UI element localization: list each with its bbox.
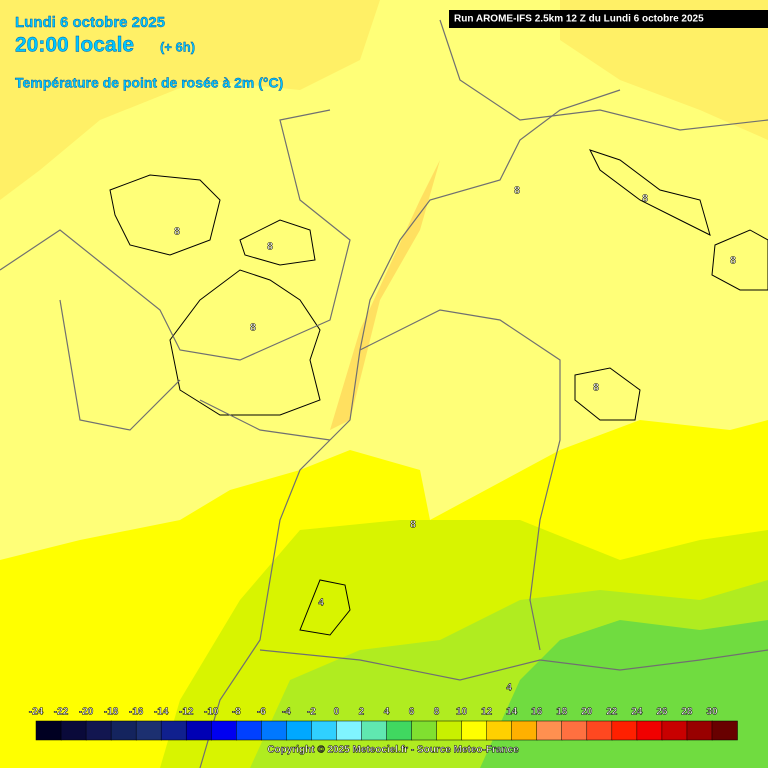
legend-swatch xyxy=(711,720,738,741)
legend-swatch xyxy=(160,720,187,741)
legend-tick-label: 2 xyxy=(359,707,365,718)
legend-tick-label: 22 xyxy=(606,707,618,718)
run-info: Run AROME-IFS 2.5km 12 Z du Lundi 6 octo… xyxy=(454,14,704,25)
country-border xyxy=(199,439,331,769)
contour-label: 8 xyxy=(174,227,180,238)
legend-swatch xyxy=(135,720,162,741)
field-area xyxy=(574,367,641,421)
legend-tick-label: 16 xyxy=(531,707,543,718)
legend-swatch xyxy=(35,720,62,741)
legend-tick-label: -20 xyxy=(79,707,94,718)
legend-swatch xyxy=(611,720,638,741)
legend-swatch xyxy=(436,720,463,741)
legend-tick-label: 6 xyxy=(409,707,415,718)
legend-tick-label: 20 xyxy=(581,707,593,718)
run-banner xyxy=(449,10,768,28)
legend-tick-label: 30 xyxy=(706,707,718,718)
legend-tick-label: -8 xyxy=(232,707,241,718)
contour-label: 4 xyxy=(318,598,324,609)
region-border xyxy=(59,299,181,431)
legend-swatch xyxy=(311,720,338,741)
legend-tick-label: 12 xyxy=(481,707,493,718)
legend-swatch xyxy=(661,720,688,741)
legend-tick-label: -2 xyxy=(307,707,316,718)
legend-tick-label: -16 xyxy=(129,707,144,718)
contour-label: 8 xyxy=(593,383,599,394)
legend-tick-label: -18 xyxy=(104,707,119,718)
contour-labels: 8 8 8 8 8 8 8 8 4 4 xyxy=(174,185,737,694)
legend-tick-label: 10 xyxy=(456,707,468,718)
forecast-step: (+ 6h) xyxy=(160,39,195,54)
contour-label: 8 xyxy=(730,256,736,267)
field-area xyxy=(560,0,768,140)
date-title: Lundi 6 octobre 2025 xyxy=(15,14,165,31)
field-area xyxy=(711,229,768,291)
legend-swatch xyxy=(511,720,538,741)
legend-tick-label: 4 xyxy=(384,707,390,718)
legend-swatch xyxy=(586,720,613,741)
contour-label: 8 xyxy=(410,520,416,531)
legend-tick-label: 24 xyxy=(631,707,643,718)
legend-tick-label: -4 xyxy=(282,707,291,718)
country-border xyxy=(359,309,561,651)
legend-swatch xyxy=(361,720,388,741)
legend-swatch xyxy=(261,720,288,741)
legend-swatch xyxy=(110,720,137,741)
field-area xyxy=(299,579,351,636)
field-area xyxy=(239,219,316,266)
legend-tick-label: 14 xyxy=(506,707,518,718)
legend-swatch xyxy=(236,720,263,741)
time-title: 20:00 locale xyxy=(15,34,134,57)
country-border xyxy=(199,399,331,441)
legend-swatch xyxy=(461,720,488,741)
legend-swatch xyxy=(336,720,363,741)
legend-swatch xyxy=(386,720,413,741)
field-area xyxy=(330,160,440,430)
legend-swatch xyxy=(185,720,212,741)
legend-swatch xyxy=(60,720,87,741)
legend-tick-label: 0 xyxy=(334,707,340,718)
copyright: Copyright © 2025 Meteociel.fr - Source M… xyxy=(267,745,519,756)
field-area xyxy=(109,174,221,256)
legend-tick-label: 18 xyxy=(556,707,568,718)
country-border xyxy=(329,89,621,441)
legend-swatch xyxy=(286,720,313,741)
legend-swatch xyxy=(561,720,588,741)
color-legend: -24 -22 -20 -18 -16 -14 -12 -10 -8 -6 -4 -2 0 2 4 6 8 10 1… xyxy=(29,706,738,741)
country-border xyxy=(259,649,768,681)
contour-label: 4 xyxy=(506,683,512,694)
field-area xyxy=(589,149,711,236)
contour-label: 8 xyxy=(250,323,256,334)
legend-swatch xyxy=(85,720,112,741)
legend-tick-label: -10 xyxy=(204,707,219,718)
legend-swatch xyxy=(536,720,563,741)
legend-tick-label: -14 xyxy=(154,707,169,718)
legend-swatch xyxy=(636,720,663,741)
legend-tick-label: 28 xyxy=(681,707,693,718)
legend-tick-label: -22 xyxy=(54,707,69,718)
legend-tick-label: 8 xyxy=(434,707,440,718)
legend-swatch xyxy=(686,720,713,741)
legend-swatch xyxy=(486,720,513,741)
legend-tick-label: 26 xyxy=(656,707,668,718)
country-border xyxy=(0,109,351,361)
contour-label: 8 xyxy=(642,194,648,205)
legend-swatch xyxy=(411,720,438,741)
legend-swatch xyxy=(211,720,238,741)
region-border xyxy=(439,19,768,131)
legend-tick-label: -24 xyxy=(29,707,44,718)
contour-label: 8 xyxy=(267,242,273,253)
legend-tick-label: -6 xyxy=(257,707,266,718)
variable-title: Température de point de rosée à 2m (°C) xyxy=(15,75,283,91)
legend-tick-label: -12 xyxy=(179,707,194,718)
field-area xyxy=(0,0,380,200)
contour-label: 8 xyxy=(514,186,520,197)
